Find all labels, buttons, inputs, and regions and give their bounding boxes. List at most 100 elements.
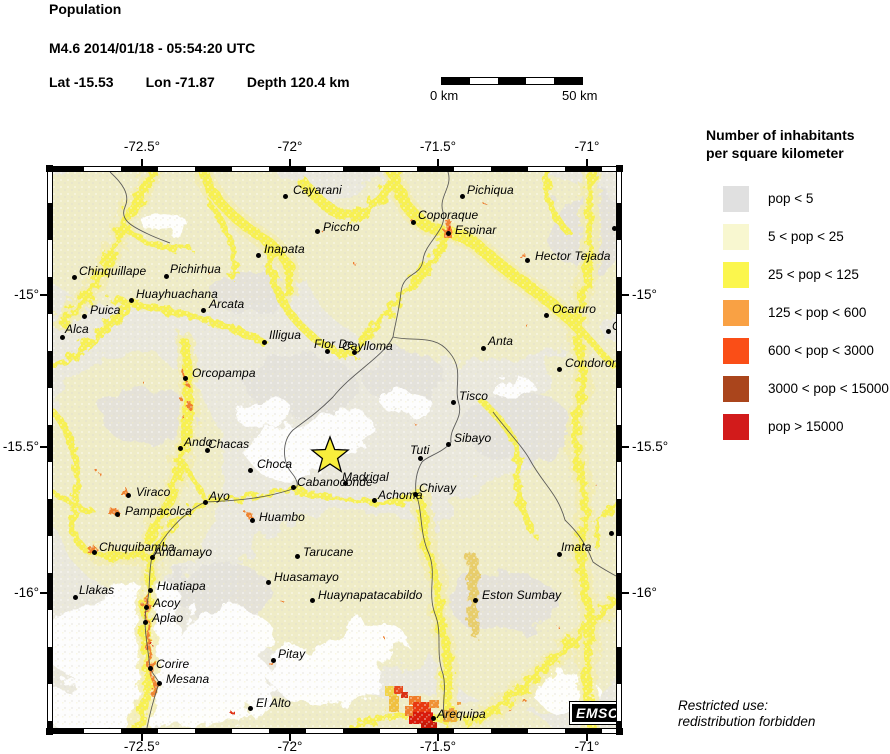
scale-bar <box>441 77 583 85</box>
population-raster <box>53 172 616 728</box>
town-label: Imata <box>561 540 592 554</box>
town-label: Tisco <box>459 389 489 403</box>
emsc-badge: EMSC <box>568 701 616 725</box>
town-label: C <box>612 319 616 333</box>
frame-right <box>616 166 622 734</box>
axis-label: -72.5° <box>123 139 161 154</box>
town-dot <box>525 258 530 263</box>
town-dot <box>157 681 162 686</box>
town-dot <box>248 706 253 711</box>
legend-label: 600 < pop < 3000 <box>768 343 874 358</box>
town-label: Coporaque <box>418 208 479 222</box>
town-label: Huaynapatacabildo <box>318 588 423 602</box>
town-dot <box>451 400 456 405</box>
town-label: Huatiapa <box>157 579 206 593</box>
town-dot <box>256 253 261 258</box>
town-label: Piccho <box>323 220 360 234</box>
restricted-note: Restricted use: redistribution forbidden <box>678 698 815 730</box>
town-dot <box>606 329 611 334</box>
legend-label: 25 < pop < 125 <box>768 267 859 282</box>
legend-swatch <box>723 262 749 288</box>
legend-row: 5 < pop < 25 <box>723 224 890 262</box>
town-dot <box>262 340 267 345</box>
town-label: Ayo <box>209 489 230 503</box>
restricted-line2: redistribution forbidden <box>678 714 816 729</box>
map-canvas: EMSC Cayarani Pichiqua Piccho Coporaque Espi… <box>53 172 616 728</box>
town-label: Cayarani <box>293 183 342 197</box>
town-label: Choca <box>257 457 293 471</box>
axis-tick <box>437 159 439 166</box>
town-label: Huayhuachana <box>136 287 218 301</box>
town-dot <box>183 376 188 381</box>
town-label: Arcata <box>209 297 245 311</box>
town-dot <box>250 518 255 523</box>
axis-tick <box>437 734 439 741</box>
axis-label: -16° <box>632 585 657 600</box>
town-label: Chacas <box>208 437 250 451</box>
town-label: Chinquillape <box>79 264 147 278</box>
legend-swatch <box>723 376 749 402</box>
town-label: Acoy <box>153 596 181 610</box>
town-dot <box>544 313 549 318</box>
town-label: Caylloma <box>342 339 393 353</box>
axis-label: -72° <box>277 139 303 154</box>
axis-label: -15° <box>14 287 39 302</box>
axis-tick <box>141 734 143 741</box>
legend-swatch <box>723 186 749 212</box>
town-dot <box>431 716 436 721</box>
frame-corner <box>616 728 623 735</box>
axis-label: -71° <box>574 739 600 754</box>
town-label: Pichiqua <box>467 183 514 197</box>
town-label: Tuti <box>410 443 430 457</box>
town-label: Huasamayo <box>274 570 339 584</box>
legend-row: pop < 5 <box>723 186 890 224</box>
town-dot <box>473 598 478 603</box>
lat-value: Lat -15.53 <box>49 74 114 90</box>
town-label: Ando <box>184 435 213 449</box>
axis-label: -72° <box>277 739 303 754</box>
town-dot <box>205 448 210 453</box>
town-label: Flor De <box>314 337 355 351</box>
town-dot <box>143 620 148 625</box>
legend-row: 125 < pop < 600 <box>723 300 890 338</box>
legend-row: 600 < pop < 3000 <box>723 338 890 376</box>
town-dot <box>201 308 206 313</box>
town-label: Viraco <box>136 485 171 499</box>
axis-tick <box>586 159 588 166</box>
axis-tick <box>622 294 629 296</box>
axis-tick <box>40 294 47 296</box>
town-label: Illigua <box>269 328 302 342</box>
frame-bottom <box>47 728 622 734</box>
town-dot <box>446 442 451 447</box>
legend-label: pop > 15000 <box>768 419 844 434</box>
epicenter-star <box>310 435 350 473</box>
axis-tick <box>40 592 47 594</box>
axis-label: -71.5° <box>419 139 457 154</box>
axis-tick <box>141 159 143 166</box>
town-label: Huambo <box>259 510 305 524</box>
town-dot <box>266 580 271 585</box>
town-label: Aplao <box>152 611 184 625</box>
town-dot <box>612 226 616 231</box>
legend: pop < 5 5 < pop < 25 25 < pop < 125 125 < p… <box>723 186 890 452</box>
town-dot <box>248 468 253 473</box>
town-dot <box>92 550 97 555</box>
town-label: Chivay <box>419 481 457 495</box>
axis-label: -16° <box>14 585 39 600</box>
town-dot <box>609 531 614 536</box>
legend-row: pop > 15000 <box>723 414 890 452</box>
frame-corner <box>46 165 53 172</box>
town-dot <box>413 492 418 497</box>
town-label: Hector Tejada <box>535 249 611 263</box>
legend-label: 5 < pop < 25 <box>768 229 844 244</box>
town-dot <box>460 194 465 199</box>
town-dot <box>126 493 131 498</box>
axis-tick <box>586 734 588 741</box>
town-dot <box>411 220 416 225</box>
axis-tick <box>289 159 291 166</box>
town-dot <box>72 275 77 280</box>
town-dot <box>481 346 486 351</box>
town-label: Corire <box>156 657 190 671</box>
town-dot <box>557 552 562 557</box>
